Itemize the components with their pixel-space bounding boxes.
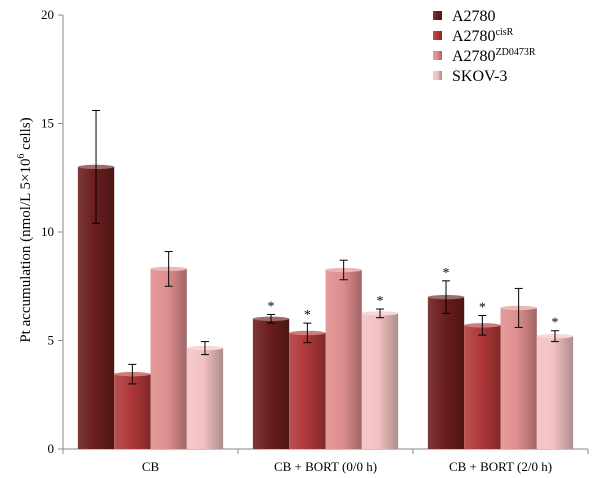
bar: [536, 336, 574, 449]
legend-swatch: [433, 51, 442, 60]
y-tick-label: 10: [41, 224, 54, 239]
x-category-label: CB: [142, 459, 160, 474]
bar: [186, 348, 224, 449]
significance-asterisk: *: [376, 294, 383, 309]
bar: [464, 325, 501, 449]
bar: [252, 318, 290, 449]
significance-asterisk: *: [304, 308, 311, 323]
bar: [427, 297, 465, 449]
x-category-label: CB + BORT (2/0 h): [449, 459, 552, 474]
legend-swatch: [433, 71, 442, 80]
y-tick-label: 20: [41, 7, 54, 22]
y-axis-title: Pt accumulation (nmol/L 5×106 cells): [16, 117, 34, 342]
bar: [150, 268, 187, 449]
legend: A2780 A2780cisR A2780ZD0473R SKOV-3: [433, 8, 536, 85]
significance-asterisk: *: [479, 301, 486, 316]
legend-swatch: [433, 11, 442, 20]
legend-label: A2780ZD0473R: [452, 47, 536, 65]
bars: * * * * * *: [77, 109, 574, 449]
bar: [114, 374, 151, 449]
legend-swatch: [433, 31, 442, 40]
bar: [361, 313, 399, 449]
significance-asterisk: *: [551, 316, 558, 331]
y-tick-label: 0: [48, 441, 55, 456]
significance-asterisk: *: [443, 266, 450, 281]
bar: [289, 332, 326, 449]
bar: [500, 307, 537, 449]
legend-label: A2780: [452, 8, 496, 25]
bar: [325, 269, 362, 449]
y-tick-label: 5: [48, 333, 55, 348]
x-category-label: CB + BORT (0/0 h): [274, 459, 377, 474]
legend-label: A2780cisR: [452, 27, 514, 45]
legend-label: SKOV-3: [452, 68, 507, 85]
y-tick-label: 15: [41, 116, 54, 131]
significance-asterisk: *: [268, 299, 275, 314]
